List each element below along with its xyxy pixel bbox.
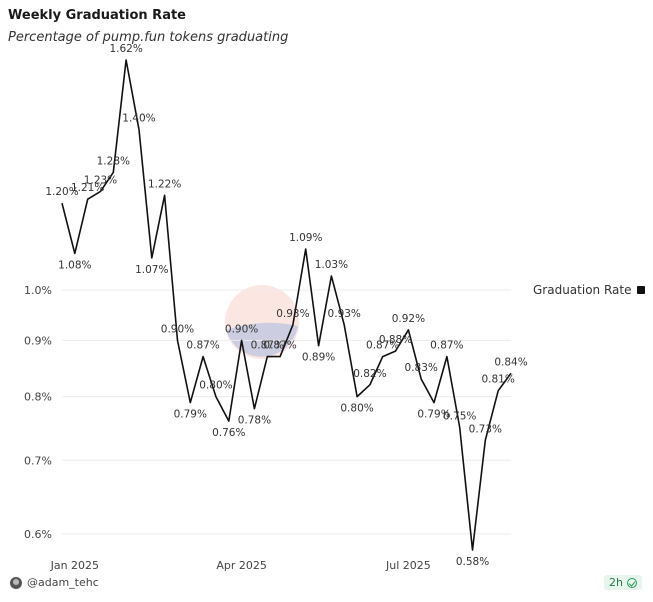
author-name: @adam_tehc: [27, 576, 99, 589]
series-line: [61, 59, 512, 551]
data-label: 1.40%: [122, 113, 155, 125]
chart-title: Weekly Graduation Rate: [8, 8, 186, 23]
data-label: 1.20%: [45, 186, 78, 198]
data-label: 0.78%: [238, 415, 271, 427]
data-label: 1.09%: [289, 232, 322, 244]
y-tick-label: 0.6%: [24, 528, 52, 541]
data-label: 1.08%: [58, 259, 91, 271]
data-label: 0.80%: [340, 403, 373, 415]
data-label: 0.80%: [199, 380, 232, 392]
data-label: 0.92%: [392, 313, 425, 325]
data-label: 0.79%: [417, 409, 450, 421]
y-tick-label: 0.9%: [24, 334, 52, 347]
data-label: 0.83%: [405, 362, 438, 374]
avatar: [10, 576, 22, 589]
legend-label: Graduation Rate: [533, 283, 632, 297]
data-label: 0.84%: [494, 356, 527, 368]
data-label: 0.58%: [456, 556, 489, 568]
data-label: 0.90%: [225, 323, 258, 335]
x-tick-label: Jul 2025: [385, 559, 431, 572]
x-tick-label: Apr 2025: [216, 559, 267, 572]
check-circle-icon: [626, 577, 637, 588]
data-label: 0.76%: [212, 427, 245, 439]
author-credit[interactable]: @adam_tehc: [10, 576, 99, 589]
data-label: 0.87%: [186, 340, 219, 352]
x-tick-label: Jan 2025: [50, 559, 99, 572]
data-label: 1.28%: [97, 155, 130, 167]
y-tick-label: 0.7%: [24, 454, 52, 467]
data-label: 0.88%: [379, 334, 412, 346]
legend-swatch: [637, 286, 646, 294]
data-label: 0.87%: [263, 340, 296, 352]
data-label: 0.79%: [174, 409, 207, 421]
y-tick-label: 0.8%: [24, 391, 52, 404]
data-label: 0.87%: [430, 340, 463, 352]
status-badge: 2h: [604, 575, 642, 590]
chart-subtitle: Percentage of pump.fun tokens graduating: [8, 30, 289, 45]
data-label: 0.89%: [302, 352, 335, 364]
data-label: 1.23%: [84, 174, 117, 186]
data-label: 1.22%: [148, 178, 181, 190]
data-label: 1.07%: [135, 264, 168, 276]
data-label: 0.87%: [251, 340, 284, 352]
data-label: 0.81%: [481, 374, 514, 386]
data-label: 0.87%: [366, 340, 399, 352]
data-label: 1.03%: [315, 259, 348, 271]
data-label: 0.93%: [276, 308, 309, 320]
y-tick-label: 1.0%: [24, 284, 52, 297]
data-label: 1.21%: [71, 182, 104, 194]
data-label: 0.93%: [328, 308, 361, 320]
data-label: 0.75%: [443, 410, 476, 422]
data-label: 0.90%: [161, 323, 194, 335]
data-label: 0.73%: [469, 423, 502, 435]
data-label: 1.62%: [109, 43, 142, 55]
data-label: 0.82%: [353, 368, 386, 380]
legend[interactable]: Graduation Rate: [533, 283, 646, 297]
refresh-time: 2h: [609, 576, 623, 589]
